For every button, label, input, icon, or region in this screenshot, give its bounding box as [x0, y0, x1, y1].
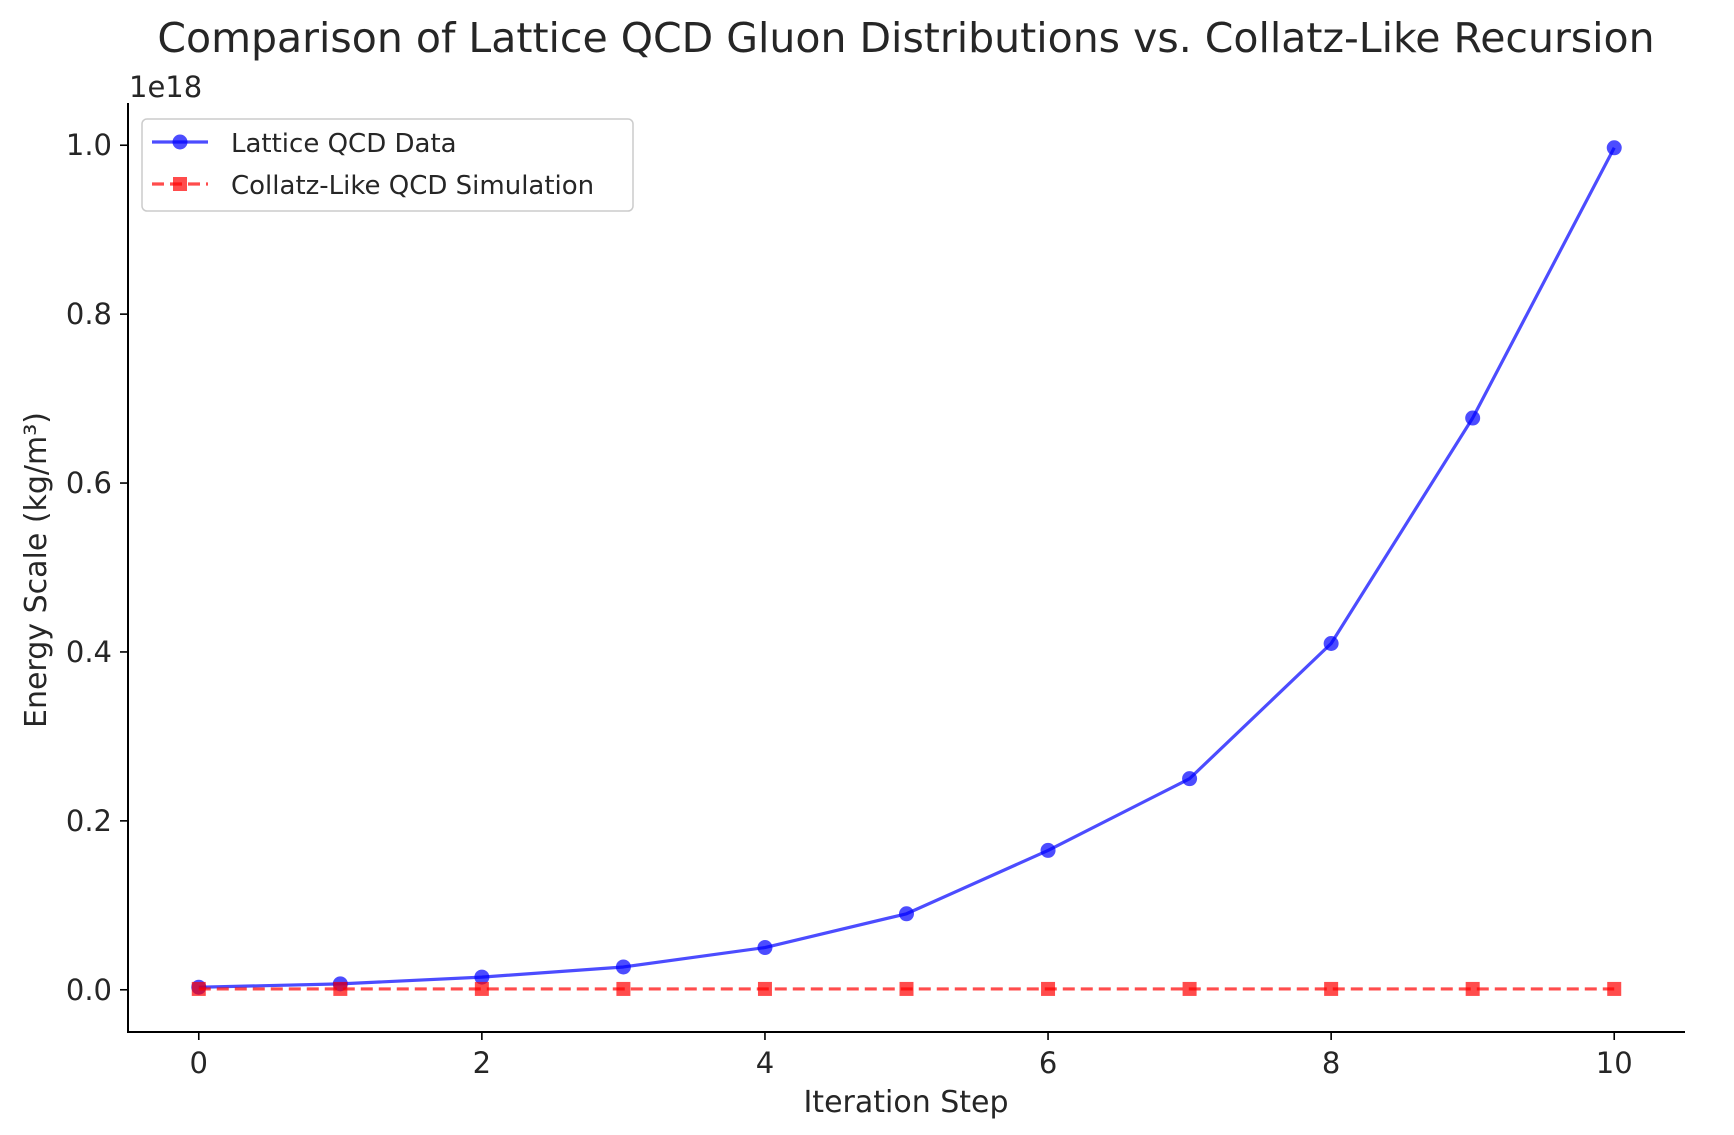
x-axis-label: Iteration Step [803, 1085, 1008, 1120]
plot-area [191, 140, 1622, 996]
data-point [1465, 410, 1481, 426]
y-axis-ticks: 0.0 0.2 0.4 0.6 0.8 1.0 [66, 128, 128, 1007]
series-collatz-like [191, 981, 1622, 996]
axes [127, 103, 1685, 1033]
legend-frame [141, 118, 634, 212]
legend-label: Lattice QCD Data [231, 129, 457, 159]
data-point [1607, 981, 1622, 996]
data-point [191, 981, 206, 996]
data-point [899, 981, 914, 996]
legend-swatch-marker [173, 177, 187, 191]
legend-swatch-marker [172, 134, 188, 150]
y-tick-label: 0.6 [66, 466, 112, 500]
data-point [899, 906, 914, 922]
data-point [333, 981, 348, 996]
data-point [474, 981, 489, 996]
x-tick-label: 6 [1039, 1046, 1057, 1080]
data-point [1606, 140, 1622, 156]
y-tick-label: 0.4 [66, 635, 112, 669]
y-tick-label: 0.8 [66, 297, 112, 331]
legend: Lattice QCD Data Collatz-Like QCD Simula… [141, 118, 634, 212]
data-point [1324, 981, 1339, 996]
y-axis-label: Energy Scale (kg/m³) [19, 412, 54, 728]
data-point [757, 981, 772, 996]
x-axis-ticks: 0 2 4 6 8 10 [190, 1032, 1633, 1080]
data-point [1465, 981, 1480, 996]
x-tick-label: 2 [473, 1046, 491, 1080]
y-axis-offset-label: 1e18 [129, 70, 202, 104]
data-point [474, 969, 490, 985]
data-point [1182, 981, 1197, 996]
series-lattice-qcd [191, 140, 1622, 995]
data-point [615, 959, 631, 975]
data-point [1041, 981, 1056, 996]
legend-label: Collatz-Like QCD Simulation [231, 171, 594, 201]
data-point [616, 981, 631, 996]
data-point [1323, 636, 1339, 652]
chart-title: Comparison of Lattice QCD Gluon Distribu… [157, 14, 1654, 62]
y-tick-label: 0.2 [66, 804, 112, 838]
x-tick-label: 10 [1596, 1046, 1633, 1080]
y-tick-label: 0.0 [66, 973, 112, 1007]
y-tick-label: 1.0 [66, 128, 112, 162]
data-point [757, 940, 773, 956]
x-tick-label: 8 [1322, 1046, 1340, 1080]
x-tick-label: 4 [756, 1046, 774, 1080]
data-point [1040, 842, 1056, 858]
legend-item-lattice: Lattice QCD Data [152, 129, 457, 159]
legend-item-collatz: Collatz-Like QCD Simulation [152, 171, 594, 201]
series-line [198, 147, 1616, 989]
data-point [1182, 771, 1198, 787]
x-tick-label: 0 [190, 1046, 208, 1080]
